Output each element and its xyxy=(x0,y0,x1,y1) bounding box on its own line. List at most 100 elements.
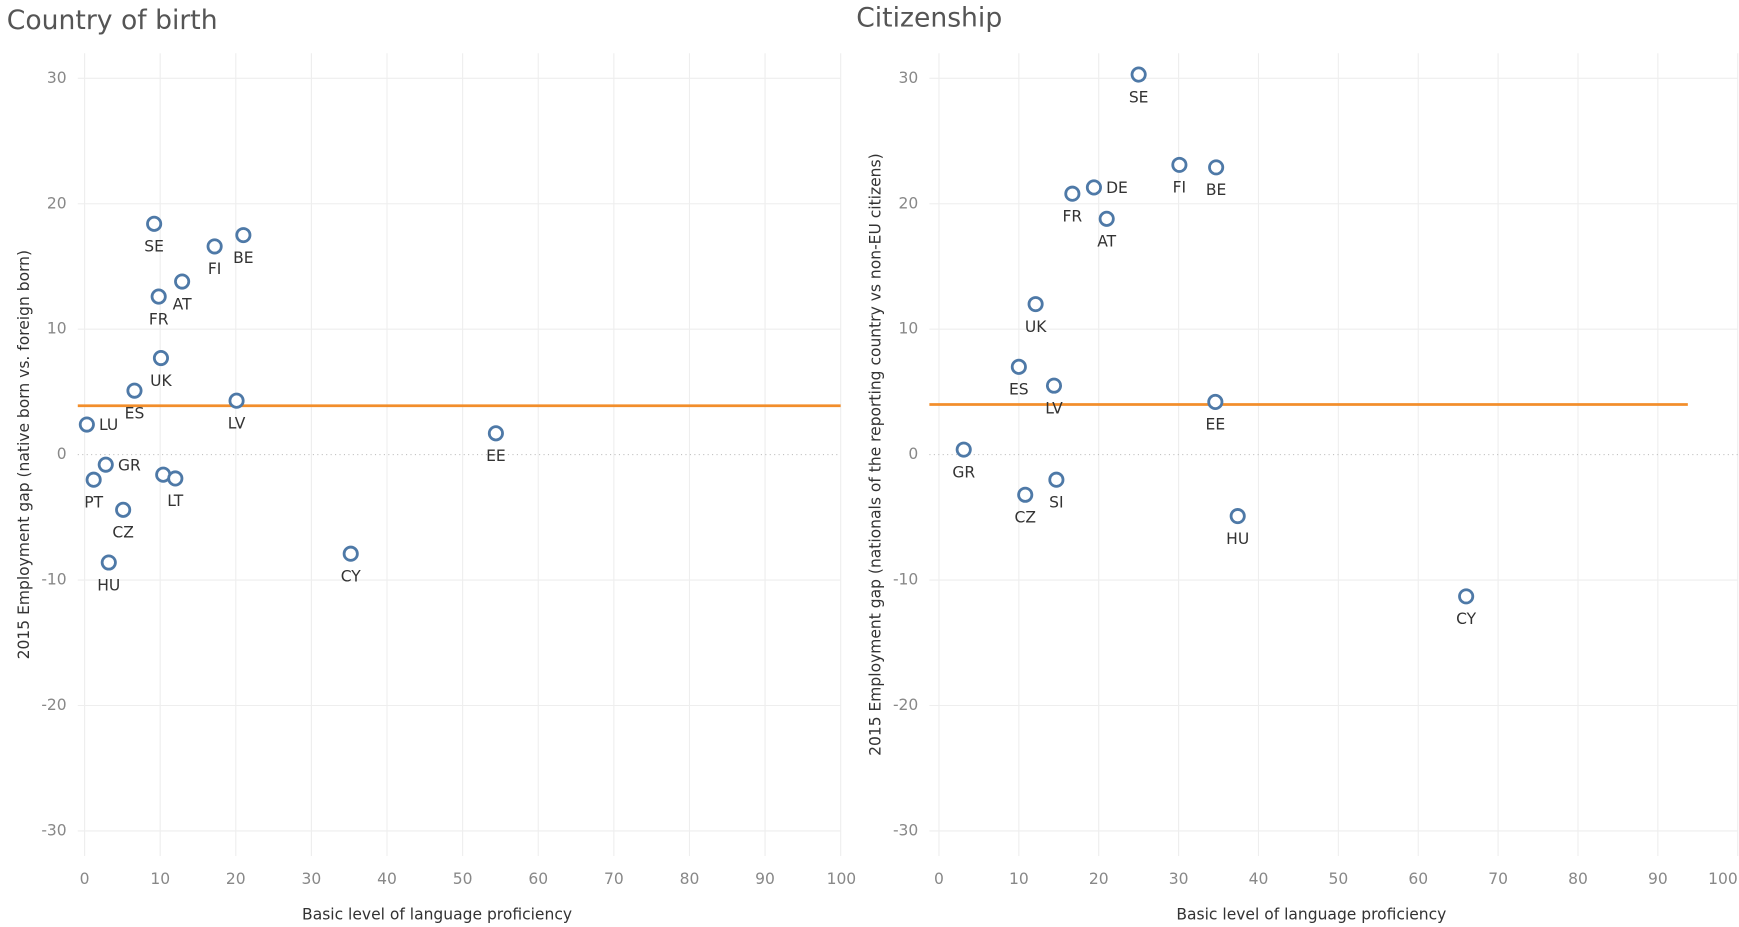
point xyxy=(235,227,252,244)
point-label: GR xyxy=(118,456,141,474)
point xyxy=(1064,185,1081,202)
x-tick-label: 60 xyxy=(528,870,548,888)
point-label: FI xyxy=(208,260,222,278)
x-tick-label: 100 xyxy=(827,870,857,888)
x-tick-label: 90 xyxy=(755,870,775,888)
y-tick-label: 0 xyxy=(908,445,918,463)
point xyxy=(1048,471,1065,488)
point-label: BE xyxy=(1206,181,1226,199)
point-label: CY xyxy=(341,568,362,586)
point xyxy=(1027,296,1044,313)
point xyxy=(97,456,114,473)
point xyxy=(78,416,95,433)
y-tick-label: -30 xyxy=(41,821,66,839)
x-tick-label: 100 xyxy=(1708,870,1738,888)
point xyxy=(85,471,102,488)
point xyxy=(1229,508,1246,525)
x-tick-label: 40 xyxy=(377,870,397,888)
point xyxy=(150,288,167,305)
point-label: DE xyxy=(1106,179,1128,197)
y-tick-label: 10 xyxy=(47,320,67,338)
point xyxy=(174,273,191,290)
point xyxy=(1010,358,1027,375)
point xyxy=(115,501,132,518)
y-tick-label: -30 xyxy=(893,821,918,839)
point xyxy=(228,392,245,409)
y-axis-label: 2015 Employment gap (nationals of the re… xyxy=(867,153,885,756)
point-label: FI xyxy=(1173,179,1187,197)
point xyxy=(100,554,117,571)
x-tick-label: 70 xyxy=(1488,870,1508,888)
x-tick-label: 0 xyxy=(80,870,90,888)
point xyxy=(1017,486,1034,503)
point-label: GR xyxy=(952,463,975,481)
point-label: LT xyxy=(167,492,184,510)
x-axis-label: Basic level of language proficiency xyxy=(1176,905,1446,923)
x-tick-label: 40 xyxy=(1249,870,1269,888)
y-tick-label: 10 xyxy=(899,320,919,338)
point-label: SI xyxy=(1049,494,1063,512)
point-label: CZ xyxy=(1014,509,1035,527)
y-axis-label: 2015 Employment gap (native born vs. for… xyxy=(15,250,33,659)
x-tick-label: 10 xyxy=(150,870,170,888)
point-label: FR xyxy=(149,310,169,328)
point xyxy=(1171,156,1188,173)
point xyxy=(342,545,359,562)
point xyxy=(1085,179,1102,196)
y-tick-label: -10 xyxy=(893,571,918,589)
x-tick-label: 50 xyxy=(453,870,473,888)
point xyxy=(1208,159,1225,176)
y-tick-label: 20 xyxy=(47,194,67,212)
point xyxy=(1458,588,1475,605)
point-label: EE xyxy=(1206,416,1226,434)
x-tick-label: 80 xyxy=(680,870,700,888)
x-tick-label: 70 xyxy=(604,870,624,888)
point-label: CZ xyxy=(112,524,133,542)
x-axis-label: Basic level of language proficiency xyxy=(302,905,572,923)
point-label: BE xyxy=(233,249,253,267)
point-label: CY xyxy=(1456,610,1477,628)
y-tick-label: -20 xyxy=(893,696,918,714)
y-tick-label: 30 xyxy=(47,69,67,87)
y-tick-label: -20 xyxy=(41,696,66,714)
x-tick-label: 50 xyxy=(1328,870,1348,888)
point-label: SE xyxy=(144,238,164,256)
x-tick-label: 60 xyxy=(1408,870,1428,888)
point xyxy=(152,350,169,367)
y-tick-label: 30 xyxy=(899,69,919,87)
point xyxy=(1130,66,1147,83)
point-label: AT xyxy=(173,295,192,313)
point-label: HU xyxy=(1226,530,1249,548)
point-label: HU xyxy=(97,576,120,594)
point-label: UK xyxy=(150,372,172,390)
point xyxy=(167,470,184,487)
x-tick-label: 0 xyxy=(934,870,944,888)
point-label: LV xyxy=(1045,399,1063,417)
point xyxy=(1098,210,1115,227)
x-tick-label: 90 xyxy=(1648,870,1668,888)
point xyxy=(206,238,223,255)
point xyxy=(1207,393,1224,410)
point-label: ES xyxy=(125,404,145,422)
x-tick-label: 30 xyxy=(302,870,322,888)
point xyxy=(1045,377,1063,394)
x-tick-label: 80 xyxy=(1568,870,1588,888)
point-label: SE xyxy=(1129,88,1149,106)
point xyxy=(146,215,163,232)
x-tick-label: 30 xyxy=(1169,870,1189,888)
point-label: EE xyxy=(486,447,506,465)
y-tick-label: -10 xyxy=(41,571,66,589)
y-tick-label: 20 xyxy=(899,194,919,212)
chart-title: Citizenship xyxy=(856,3,1002,34)
point xyxy=(955,441,972,458)
point-label: LV xyxy=(228,414,246,432)
point-label: UK xyxy=(1025,318,1047,336)
point-label: FR xyxy=(1062,208,1082,226)
point-label: ES xyxy=(1009,381,1029,399)
y-tick-label: 0 xyxy=(57,445,67,463)
chart-title: Country of birth xyxy=(7,5,218,36)
x-tick-label: 20 xyxy=(226,870,246,888)
point-label: PT xyxy=(84,494,103,512)
point-label: LU xyxy=(99,416,118,434)
